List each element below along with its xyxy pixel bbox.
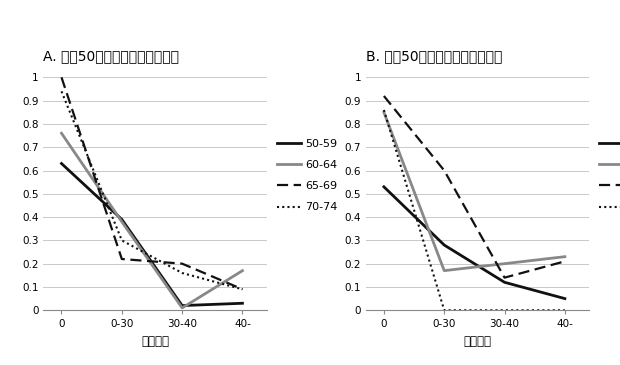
60-64 <box>380 110 388 115</box>
70-74 <box>501 308 508 312</box>
70-74 <box>239 287 246 292</box>
70-74 <box>118 238 125 243</box>
60-64 <box>118 220 125 224</box>
50-59 <box>58 161 65 166</box>
X-axis label: 労働時間: 労働時間 <box>141 335 169 348</box>
Legend: 50-59, 60-64, 65-69, 70-74: 50-59, 60-64, 65-69, 70-74 <box>277 139 338 212</box>
70-74 <box>561 308 569 312</box>
50-59 <box>501 280 508 284</box>
50-59 <box>380 185 388 189</box>
Line: 65-69: 65-69 <box>61 77 242 289</box>
65-69 <box>440 168 448 173</box>
70-74 <box>179 271 186 275</box>
Text: B. 下何50パーセンタイル、男性: B. 下何50パーセンタイル、男性 <box>366 49 502 63</box>
65-69 <box>239 287 246 292</box>
65-69 <box>501 276 508 280</box>
Line: 50-59: 50-59 <box>384 187 565 299</box>
65-69 <box>58 75 65 80</box>
Line: 70-74: 70-74 <box>384 110 565 310</box>
65-69 <box>179 261 186 266</box>
65-69 <box>561 259 569 264</box>
50-59 <box>179 303 186 308</box>
60-64 <box>239 269 246 273</box>
50-59 <box>440 243 448 247</box>
50-59 <box>561 296 569 301</box>
50-59 <box>118 217 125 222</box>
Line: 60-64: 60-64 <box>61 133 242 308</box>
60-64 <box>440 269 448 273</box>
Line: 70-74: 70-74 <box>61 91 242 289</box>
70-74 <box>380 108 388 112</box>
50-59 <box>239 301 246 306</box>
65-69 <box>380 94 388 98</box>
Legend: 50-59, 60-64, 65-69, 70-74: 50-59, 60-64, 65-69, 70-74 <box>599 139 620 212</box>
60-64 <box>179 306 186 310</box>
70-74 <box>440 308 448 312</box>
70-74 <box>58 89 65 93</box>
60-64 <box>58 131 65 135</box>
Line: 50-59: 50-59 <box>61 164 242 306</box>
Line: 65-69: 65-69 <box>384 96 565 278</box>
60-64 <box>561 254 569 259</box>
Text: A. 上何50パーセンタイル、男性: A. 上何50パーセンタイル、男性 <box>43 49 179 63</box>
65-69 <box>118 257 125 261</box>
60-64 <box>501 261 508 266</box>
Line: 60-64: 60-64 <box>384 112 565 271</box>
X-axis label: 労働時間: 労働時間 <box>463 335 492 348</box>
